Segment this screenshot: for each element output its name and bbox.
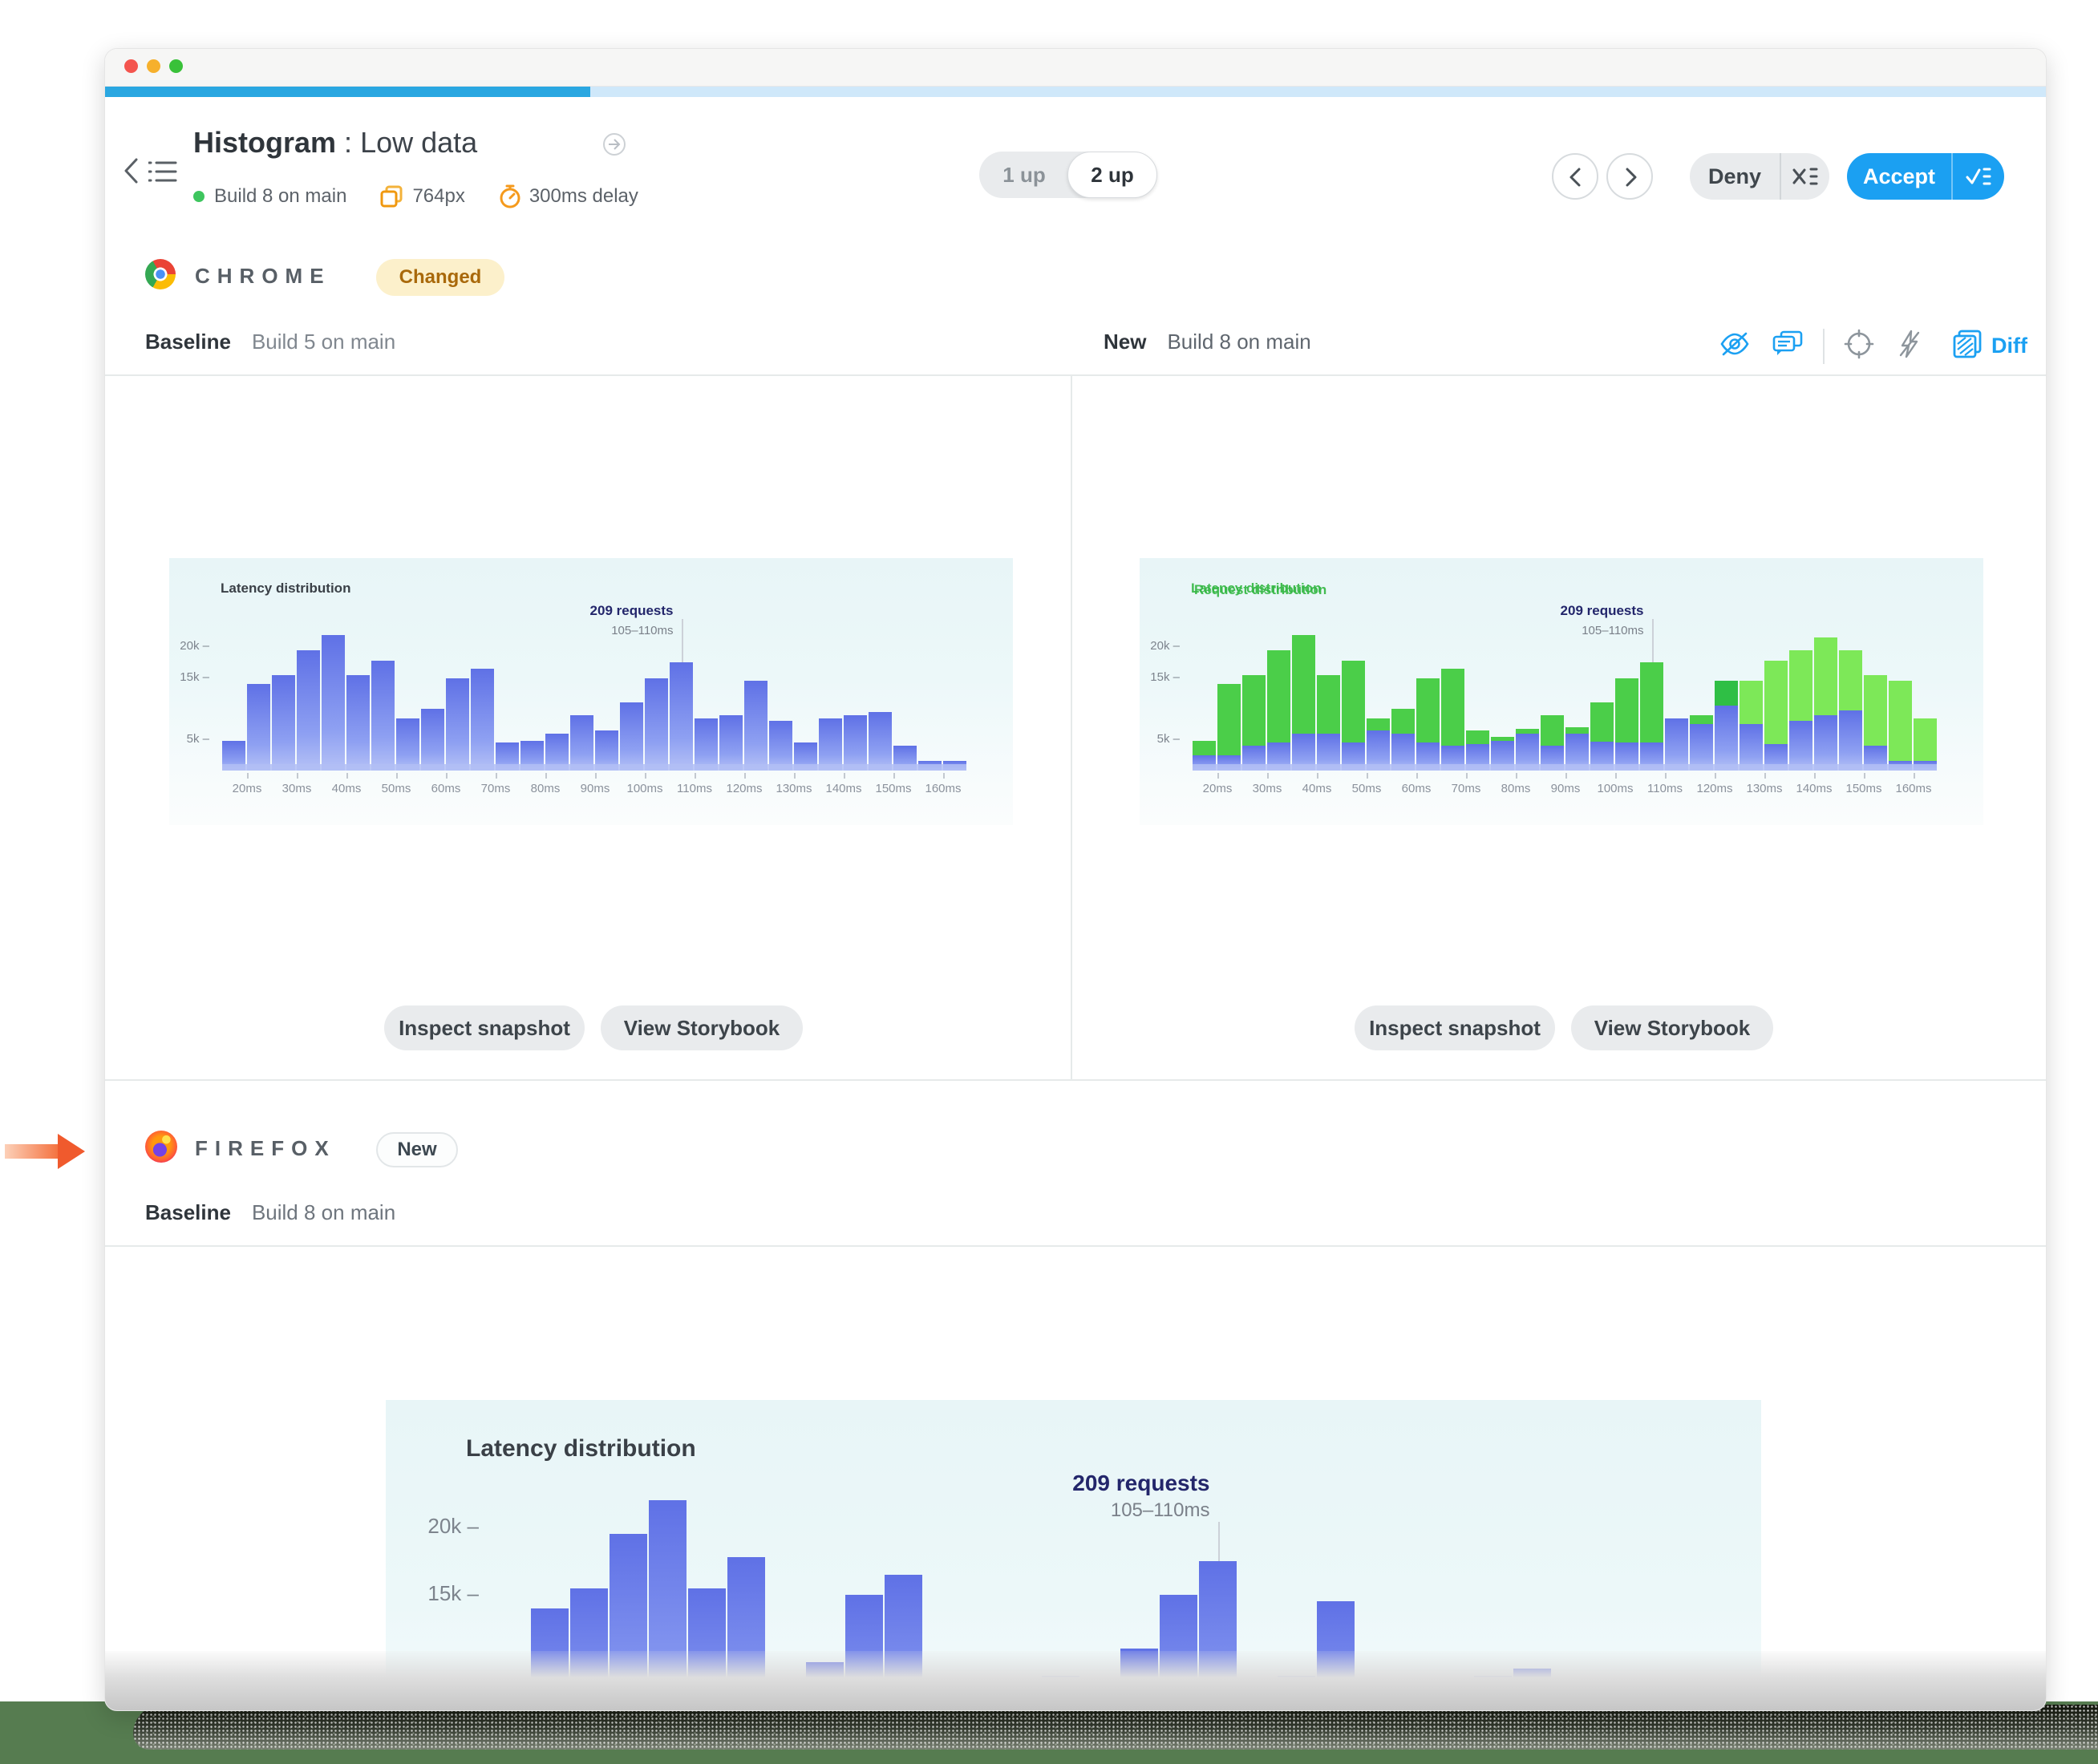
viewport-size: 764px bbox=[412, 185, 465, 207]
next-change-button[interactable] bbox=[1606, 153, 1653, 200]
chrome-new-header: New Build 8 on main bbox=[1104, 330, 1311, 354]
accept-button[interactable]: Accept bbox=[1862, 164, 1936, 188]
annotation-arrow-shaft bbox=[5, 1144, 59, 1159]
firefox-baseline-build: Build 8 on main bbox=[251, 1200, 396, 1224]
build-status-dot bbox=[193, 191, 205, 202]
deny-options-button[interactable] bbox=[1781, 165, 1829, 188]
chrome-baseline-header: Baseline Build 5 on main bbox=[145, 330, 395, 354]
story-meta-row: Build 8 on main 764px 300ms delay bbox=[193, 184, 638, 209]
story-list-icon[interactable] bbox=[148, 160, 177, 188]
new-build: Build 8 on main bbox=[1167, 330, 1311, 354]
firefox-icon bbox=[145, 1131, 177, 1163]
viewport-icon bbox=[380, 185, 403, 208]
build-progress-bar bbox=[105, 87, 2046, 97]
chrome-new-diff-chart: Latency distribution Request distribution… bbox=[1140, 558, 1983, 825]
inspect-snapshot-button-new[interactable]: Inspect snapshot bbox=[1355, 1005, 1555, 1050]
window-titlebar bbox=[105, 49, 2046, 87]
new-badge: New bbox=[376, 1132, 458, 1167]
compare-column-divider bbox=[1071, 376, 1072, 1079]
firefox-baseline-header: Baseline Build 8 on main bbox=[145, 1200, 395, 1225]
delay-stopwatch-icon bbox=[499, 184, 521, 208]
build-status: Build 8 on main bbox=[214, 185, 347, 207]
build-progress-fill bbox=[105, 87, 590, 97]
baseline-build: Build 5 on main bbox=[251, 330, 396, 354]
deny-button-group: Deny bbox=[1690, 153, 1829, 200]
accept-button-group: Accept bbox=[1847, 153, 2004, 200]
check-menu-icon bbox=[1966, 168, 1991, 185]
view-mode-1up[interactable]: 1 up bbox=[1002, 163, 1046, 187]
compare-bottom-border bbox=[105, 1079, 2046, 1081]
new-label: New bbox=[1104, 330, 1147, 354]
chevron-right-icon bbox=[1626, 168, 1637, 187]
traffic-light-zoom[interactable] bbox=[169, 59, 183, 73]
comments-icon[interactable] bbox=[1772, 330, 1804, 362]
accept-divider bbox=[1951, 153, 1953, 200]
chevron-left-icon bbox=[1569, 168, 1581, 187]
traffic-light-minimize[interactable] bbox=[147, 59, 160, 73]
baseline-label: Baseline bbox=[145, 330, 231, 354]
firefox-area-top-border bbox=[105, 1245, 2046, 1247]
back-button[interactable] bbox=[121, 156, 142, 189]
view-storybook-button[interactable]: View Storybook bbox=[601, 1005, 803, 1050]
hide-baseline-icon[interactable] bbox=[1719, 330, 1751, 362]
diff-toggle-label[interactable]: Diff bbox=[1991, 334, 2027, 358]
view-mode-2up[interactable]: 2 up bbox=[1067, 152, 1157, 198]
view-storybook-button-new[interactable]: View Storybook bbox=[1571, 1005, 1773, 1050]
accept-options-button[interactable] bbox=[1953, 165, 2004, 188]
focus-crosshair-icon[interactable] bbox=[1844, 329, 1874, 363]
firefox-browser-name: FIREFOX bbox=[195, 1136, 336, 1160]
chrome-icon bbox=[145, 259, 176, 289]
inspect-snapshot-button[interactable]: Inspect snapshot bbox=[384, 1005, 585, 1050]
story-name: Low data bbox=[360, 126, 478, 159]
zap-off-icon[interactable] bbox=[1895, 329, 1924, 363]
deny-button[interactable]: Deny bbox=[1707, 164, 1762, 188]
prev-change-button[interactable] bbox=[1552, 153, 1598, 200]
compare-top-border bbox=[105, 374, 2046, 376]
component-name: Histogram bbox=[193, 126, 337, 159]
traffic-light-close[interactable] bbox=[124, 59, 138, 73]
title-separator: : bbox=[344, 126, 353, 159]
changed-badge: Changed bbox=[376, 259, 504, 296]
firefox-baseline-label: Baseline bbox=[145, 1200, 231, 1224]
toolbar-divider bbox=[1823, 328, 1825, 364]
snapshot-toolbar: Diff bbox=[1719, 328, 2027, 364]
page-title: Histogram : Low data bbox=[193, 126, 477, 160]
screen-edge-shadow bbox=[133, 1705, 2098, 1750]
x-menu-icon bbox=[1792, 168, 1818, 185]
delay-info: 300ms delay bbox=[529, 185, 638, 207]
app-window: Histogram : Low data Build 8 on main 764… bbox=[104, 48, 2047, 1711]
window-bottom-fade bbox=[105, 1651, 2046, 1710]
chrome-baseline-chart: Latency distribution 5k –15k –20k –20ms 30… bbox=[169, 558, 1013, 825]
annotation-arrow-head bbox=[58, 1134, 85, 1169]
deny-divider bbox=[1780, 153, 1781, 200]
view-mode-toggle: 1 up 2 up bbox=[979, 152, 1157, 198]
chrome-browser-name: CHROME bbox=[195, 264, 331, 288]
open-story-icon[interactable] bbox=[602, 132, 626, 160]
diff-toggle-icon[interactable] bbox=[1951, 328, 1983, 364]
